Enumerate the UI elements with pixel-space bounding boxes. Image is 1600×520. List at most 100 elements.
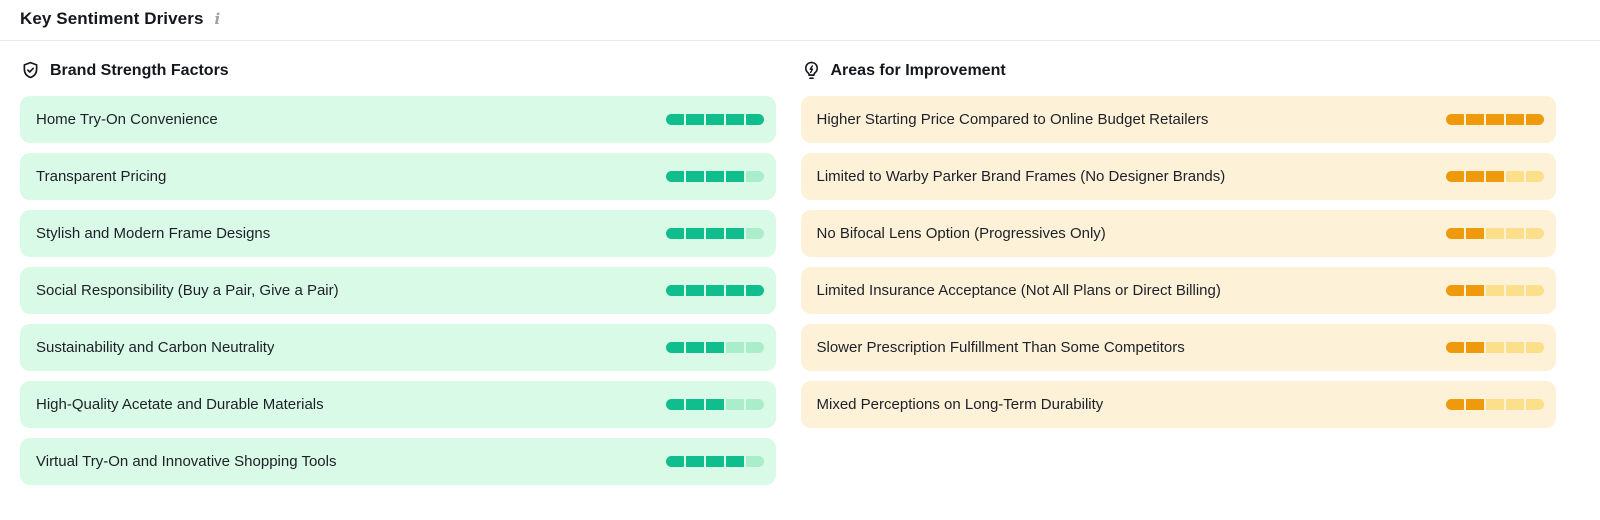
segment-filled (665, 228, 684, 239)
widget-header: Key Sentiment Drivers i (0, 0, 1600, 41)
list-item: Stylish and Modern Frame Designs (20, 210, 776, 257)
list-item-label: Social Responsibility (Buy a Pair, Give … (36, 282, 339, 299)
list-item-label: Mixed Perceptions on Long-Term Durabilit… (816, 396, 1104, 413)
score-segment-bar (665, 114, 764, 125)
segment-filled (705, 399, 724, 410)
list-item: Home Try-On Convenience (20, 96, 776, 143)
list-item: Mixed Perceptions on Long-Term Durabilit… (800, 381, 1556, 428)
segment-filled (705, 228, 724, 239)
segment-filled (705, 114, 724, 125)
list-item: Social Responsibility (Buy a Pair, Give … (20, 267, 776, 314)
score-segment-bar (1446, 114, 1544, 125)
list-item: High-Quality Acetate and Durable Materia… (20, 381, 776, 428)
segment-filled (1446, 171, 1464, 182)
segment-filled (1466, 342, 1484, 353)
segment-filled (685, 342, 704, 353)
segment-empty (1506, 399, 1524, 410)
segment-empty (725, 399, 744, 410)
segment-empty (1486, 285, 1504, 296)
segment-empty (745, 456, 764, 467)
score-segment-bar (665, 342, 764, 353)
list-item-label: High-Quality Acetate and Durable Materia… (36, 396, 324, 413)
lightbulb-bolt-icon (801, 60, 822, 81)
list-item-label: Limited to Warby Parker Brand Frames (No… (816, 168, 1226, 185)
list-item: Sustainability and Carbon Neutrality (20, 324, 776, 371)
segment-filled (1466, 114, 1484, 125)
segment-empty (1506, 342, 1524, 353)
list-item: Transparent Pricing (20, 153, 776, 200)
segment-filled (1526, 114, 1544, 125)
list-item-label: Transparent Pricing (36, 168, 167, 185)
segment-filled (1466, 285, 1484, 296)
segment-filled (665, 399, 684, 410)
score-segment-bar (665, 399, 764, 410)
segment-empty (745, 228, 764, 239)
segment-filled (1486, 171, 1504, 182)
segment-empty (1526, 342, 1544, 353)
list-item-label: Stylish and Modern Frame Designs (36, 225, 271, 242)
segment-filled (1446, 399, 1464, 410)
score-segment-bar (665, 456, 764, 467)
segment-empty (1506, 171, 1524, 182)
segment-filled (705, 456, 724, 467)
segment-filled (1466, 171, 1484, 182)
segment-filled (725, 228, 744, 239)
segment-filled (705, 171, 724, 182)
list-item: Slower Prescription Fulfillment Than Som… (800, 324, 1556, 371)
list-item: Virtual Try-On and Innovative Shopping T… (20, 438, 776, 485)
shield-check-icon (20, 60, 41, 81)
score-segment-bar (665, 228, 764, 239)
segment-empty (1526, 285, 1544, 296)
segment-empty (1486, 399, 1504, 410)
segment-empty (1486, 228, 1504, 239)
segment-empty (745, 342, 764, 353)
segment-filled (685, 228, 704, 239)
improvement-list: Higher Starting Price Compared to Online… (800, 96, 1556, 428)
list-item: Higher Starting Price Compared to Online… (800, 96, 1556, 143)
segment-filled (725, 171, 744, 182)
segment-filled (1446, 342, 1464, 353)
score-segment-bar (1446, 171, 1544, 182)
segment-filled (685, 456, 704, 467)
score-segment-bar (1446, 399, 1544, 410)
improvement-column: Areas for Improvement Higher Starting Pr… (800, 60, 1557, 495)
segment-filled (685, 285, 704, 296)
columns-container: Brand Strength Factors Home Try-On Conve… (0, 41, 1600, 495)
segment-filled (705, 342, 724, 353)
segment-filled (665, 285, 684, 296)
segment-empty (1526, 399, 1544, 410)
brand-strength-list: Home Try-On Convenience Transparent Prici… (20, 96, 776, 485)
segment-filled (665, 171, 684, 182)
segment-filled (705, 285, 724, 296)
segment-filled (685, 399, 704, 410)
brand-strength-header: Brand Strength Factors (20, 60, 776, 81)
segment-empty (1506, 228, 1524, 239)
segment-filled (685, 171, 704, 182)
list-item-label: Virtual Try-On and Innovative Shopping T… (36, 453, 337, 470)
list-item: Limited Insurance Acceptance (Not All Pl… (800, 267, 1556, 314)
score-segment-bar (1446, 342, 1544, 353)
segment-filled (665, 456, 684, 467)
segment-filled (1506, 114, 1524, 125)
segment-filled (725, 114, 744, 125)
segment-filled (725, 456, 744, 467)
segment-filled (725, 285, 744, 296)
segment-filled (1486, 114, 1504, 125)
improvement-header: Areas for Improvement (801, 60, 1557, 81)
segment-empty (1486, 342, 1504, 353)
list-item-label: Sustainability and Carbon Neutrality (36, 339, 275, 356)
segment-empty (1526, 228, 1544, 239)
segment-filled (1466, 228, 1484, 239)
score-segment-bar (1446, 285, 1544, 296)
list-item-label: Slower Prescription Fulfillment Than Som… (816, 339, 1185, 356)
segment-filled (745, 114, 764, 125)
score-segment-bar (1446, 228, 1544, 239)
brand-strength-title: Brand Strength Factors (50, 61, 229, 79)
list-item: No Bifocal Lens Option (Progressives Onl… (800, 210, 1556, 257)
segment-filled (665, 114, 684, 125)
score-segment-bar (665, 171, 764, 182)
segment-filled (1466, 399, 1484, 410)
info-icon[interactable]: i (214, 9, 221, 28)
segment-filled (665, 342, 684, 353)
